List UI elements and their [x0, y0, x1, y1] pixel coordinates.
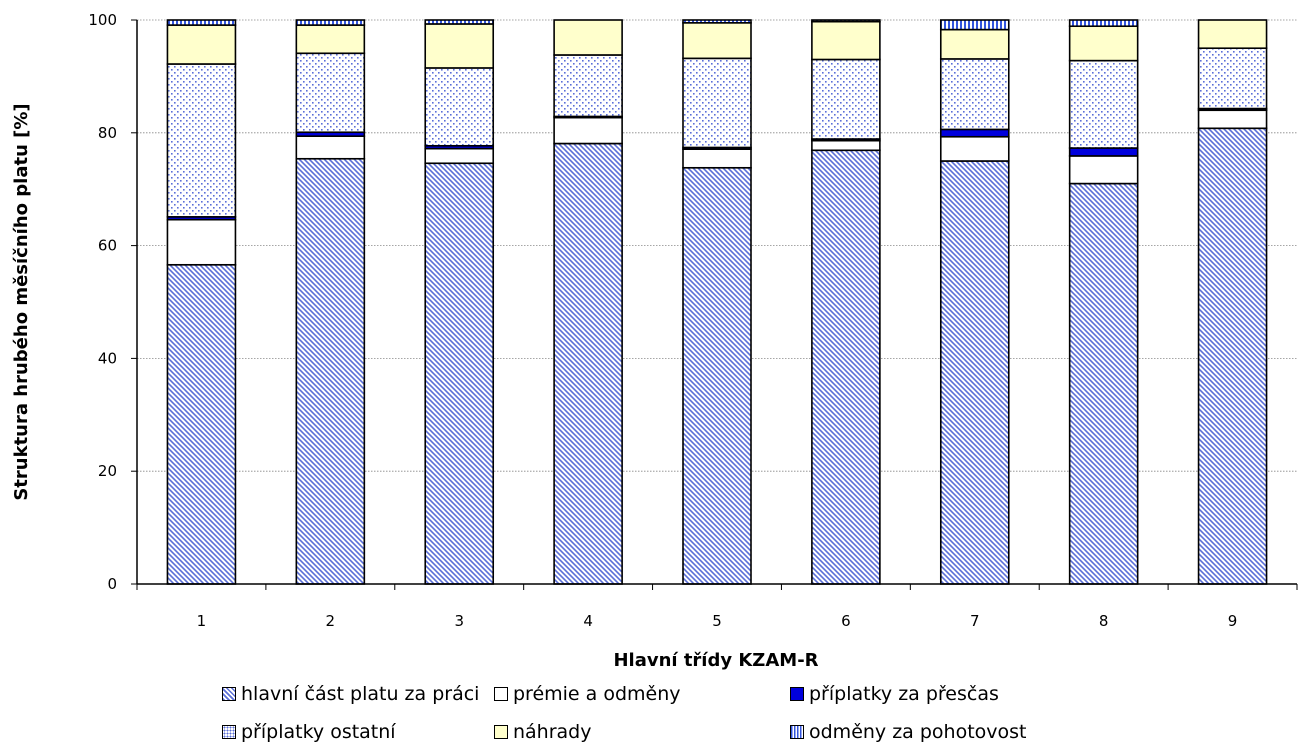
bar-segment-5-cat-9	[1197, 19, 1268, 50]
bar-segment-6-cat-5	[682, 19, 752, 24]
bar-segment-1-cat-1	[166, 263, 237, 585]
bar-segment-5-cat-5	[682, 22, 752, 60]
bar-segment-5-cat-7	[939, 28, 1010, 60]
bar-segment-1-cat-7	[939, 160, 1010, 585]
bar-segment-6-cat-2	[295, 19, 366, 26]
bar-segment-4-cat-5	[682, 57, 752, 149]
x-tick-label: 9	[1228, 612, 1238, 630]
legend-item-5: náhrady	[494, 718, 592, 746]
bar-segment-1-cat-5	[682, 166, 752, 585]
legend-swatch	[790, 687, 804, 701]
bar-segment-4-cat-8	[1068, 59, 1139, 149]
bar-segment-5-cat-3	[424, 23, 495, 69]
bar-segment-4-cat-1	[166, 63, 237, 218]
bar-segment-2-cat-1	[166, 218, 237, 266]
bar-segment-2-cat-8	[1068, 155, 1139, 185]
legend-item-1: hlavní část platu za práci	[222, 680, 479, 708]
bars	[166, 19, 1268, 585]
tick-labels: 0 20 40 60 80 100 1 2 3 4 5 6 7 8 9	[88, 11, 1237, 630]
bar-segment-4-cat-4	[553, 54, 623, 118]
y-tick-label: 60	[98, 237, 117, 255]
bar-segment-4-cat-2	[295, 52, 366, 134]
legend-swatch	[494, 725, 508, 739]
legend-label: náhrady	[513, 721, 592, 743]
y-tick-label: 80	[98, 124, 117, 142]
bar-segment-6-cat-3	[424, 19, 495, 25]
legend-label: prémie a odměny	[513, 683, 681, 705]
bar-segment-5-cat-4	[553, 19, 623, 56]
bar-segment-5-cat-8	[1068, 25, 1139, 62]
x-tick-label: 3	[454, 612, 464, 630]
legend-label: příplatky za přesčas	[809, 683, 999, 705]
axes	[131, 19, 1298, 590]
x-tick-label: 2	[326, 612, 336, 630]
bar-segment-4-cat-3	[424, 67, 495, 147]
legend-label: příplatky ostatní	[241, 721, 396, 743]
bar-segment-4-cat-7	[939, 58, 1010, 131]
bar-segment-2-cat-7	[939, 135, 1010, 162]
legend-item-3: příplatky za přesčas	[790, 680, 999, 708]
legend-item-4: příplatky ostatní	[222, 718, 396, 746]
x-axis-title: Hlavní třídy KZAM-R	[613, 650, 818, 671]
bar-segment-4-cat-9	[1197, 47, 1268, 110]
bar-segment-3-cat-8	[1068, 147, 1139, 157]
bar-segment-2-cat-9	[1197, 109, 1268, 130]
bar-segment-6-cat-7	[939, 19, 1010, 31]
legend-swatch	[222, 725, 236, 739]
legend-item-6: odměny za pohotovost	[790, 718, 1027, 746]
bar-segment-1-cat-3	[424, 162, 495, 585]
bar-segment-5-cat-2	[295, 24, 366, 55]
bar-segment-6-cat-6	[811, 19, 881, 23]
y-tick-label: 40	[98, 349, 117, 367]
y-tick-label: 100	[88, 11, 117, 29]
bar-segment-1-cat-8	[1068, 182, 1139, 585]
bar-segment-2-cat-2	[295, 135, 366, 160]
x-tick-label: 6	[841, 612, 851, 630]
bar-segment-3-cat-7	[939, 128, 1010, 138]
bar-segment-1-cat-6	[811, 149, 881, 585]
y-axis-title: Struktura hrubého měsíčního platu [%]	[11, 103, 32, 500]
bar-segment-2-cat-6	[811, 139, 881, 152]
legend-swatch	[222, 687, 236, 701]
x-tick-label: 4	[583, 612, 593, 630]
bar-segment-2-cat-3	[424, 147, 495, 165]
bar-segment-4-cat-6	[811, 58, 881, 140]
y-tick-label: 20	[98, 462, 117, 480]
bar-segment-2-cat-5	[682, 148, 752, 169]
legend-label: hlavní část platu za práci	[241, 683, 480, 705]
bar-segment-2-cat-4	[553, 116, 623, 145]
y-tick-label: 0	[107, 575, 117, 593]
x-tick-label: 7	[970, 612, 980, 630]
legend-item-2: prémie a odměny	[494, 680, 681, 708]
x-tick-label: 8	[1099, 612, 1109, 630]
bar-segment-6-cat-1	[166, 19, 237, 26]
bar-segment-1-cat-2	[295, 157, 366, 585]
legend: hlavní část platu za práci prémie a odměn…	[222, 680, 1282, 750]
bar-segment-5-cat-6	[811, 20, 881, 61]
legend-label: odměny za pohotovost	[809, 721, 1027, 743]
bar-segment-1-cat-9	[1197, 127, 1268, 585]
x-tick-label: 5	[712, 612, 722, 630]
bar-segment-1-cat-4	[553, 142, 623, 585]
legend-swatch	[494, 687, 508, 701]
bar-segment-6-cat-8	[1068, 19, 1139, 28]
x-tick-label: 1	[197, 612, 207, 630]
legend-swatch	[790, 725, 804, 739]
bar-segment-5-cat-1	[166, 24, 237, 65]
